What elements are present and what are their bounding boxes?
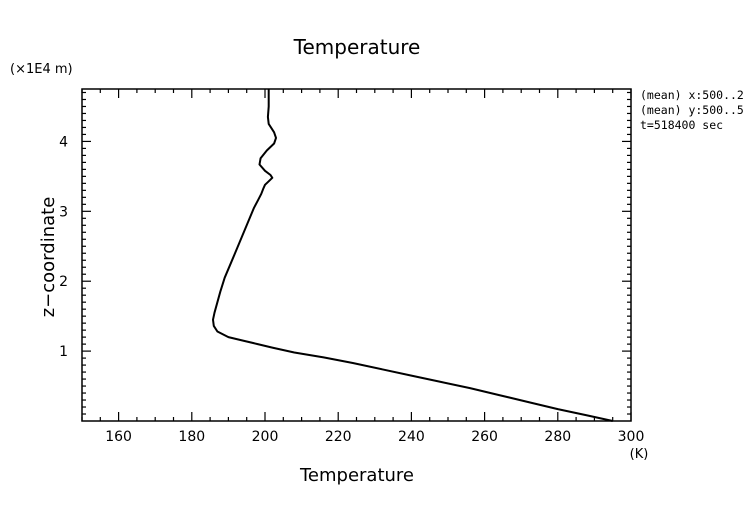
x-tick-label: 260 xyxy=(471,429,498,445)
x-tick-label: 160 xyxy=(105,429,132,445)
y-tick-label: 4 xyxy=(59,134,68,150)
x-tick-label: 240 xyxy=(398,429,425,445)
x-axis-unit: (K) xyxy=(630,447,649,462)
temperature-series-line xyxy=(212,89,613,422)
plot-frame xyxy=(81,88,632,422)
y-axis-label: z−coordinate xyxy=(38,197,59,318)
annotation-time: t=518400 sec xyxy=(640,118,723,132)
y-axis-ticks: 1 2 3 4 xyxy=(59,91,631,415)
x-tick-label: 300 xyxy=(618,429,645,445)
annotation-mean-y: (mean) y:500..5 xyxy=(640,103,744,117)
x-tick-label: 220 xyxy=(325,429,352,445)
x-tick-label: 180 xyxy=(178,429,205,445)
x-tick-label: 280 xyxy=(544,429,571,445)
x-axis-label: Temperature xyxy=(299,465,414,486)
x-axis-ticks: 160 180 200 220 240 260 280 300 xyxy=(81,89,645,445)
annotation-mean-x: (mean) x:500..2 xyxy=(640,88,744,102)
y-axis-unit: (×1E4 m) xyxy=(10,62,73,77)
y-tick-label: 2 xyxy=(59,274,68,290)
y-tick-label: 1 xyxy=(59,344,68,360)
x-tick-label: 200 xyxy=(252,429,279,445)
y-tick-label: 3 xyxy=(59,204,68,220)
annotations: (mean) x:500..2 (mean) y:500..5 t=518400… xyxy=(640,88,744,132)
chart-title: Temperature xyxy=(293,35,421,59)
